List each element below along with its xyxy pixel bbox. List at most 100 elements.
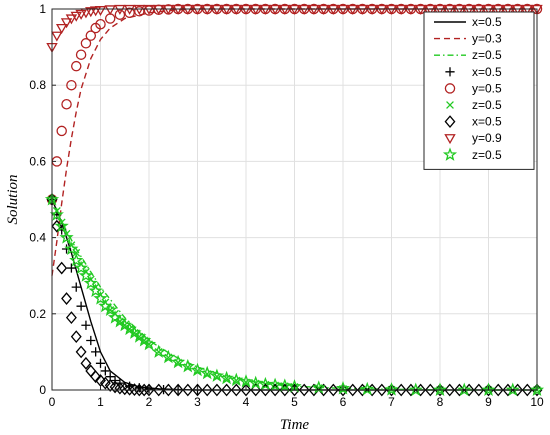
data-point bbox=[531, 4, 543, 15]
data-point bbox=[75, 345, 87, 359]
data-point bbox=[209, 368, 224, 382]
data-point bbox=[481, 382, 496, 397]
data-point bbox=[346, 4, 359, 15]
data-point bbox=[529, 382, 545, 397]
data-point bbox=[71, 282, 81, 292]
y-tick-label: 0 bbox=[39, 383, 46, 397]
data-point bbox=[229, 372, 244, 387]
data-point bbox=[95, 374, 106, 387]
data-point bbox=[444, 383, 456, 397]
data-point bbox=[180, 358, 195, 373]
data-point bbox=[335, 381, 351, 395]
series-markers-7 bbox=[46, 4, 543, 54]
data-point bbox=[182, 4, 194, 15]
y-tick-label: 0.6 bbox=[29, 154, 46, 168]
data-point bbox=[366, 4, 378, 15]
data-point bbox=[473, 4, 485, 15]
data-point bbox=[492, 4, 504, 15]
x-tick-label: 2 bbox=[146, 395, 153, 409]
data-point bbox=[75, 9, 87, 20]
legend-swatch bbox=[446, 101, 454, 109]
data-point bbox=[104, 379, 116, 392]
data-point bbox=[211, 383, 223, 397]
data-point bbox=[162, 4, 175, 15]
data-point bbox=[384, 382, 399, 396]
data-point bbox=[182, 383, 194, 397]
data-point bbox=[75, 49, 87, 60]
data-point bbox=[104, 13, 116, 24]
data-point bbox=[162, 383, 174, 397]
data-point bbox=[88, 283, 103, 297]
data-point bbox=[408, 382, 423, 397]
data-point bbox=[395, 383, 407, 397]
data-point bbox=[104, 5, 116, 16]
data-point bbox=[123, 4, 136, 15]
y-tick-label: 0.2 bbox=[29, 307, 46, 321]
data-point bbox=[221, 383, 233, 397]
data-point bbox=[69, 252, 84, 267]
data-point bbox=[143, 383, 155, 397]
data-point bbox=[70, 330, 82, 344]
data-point bbox=[414, 4, 427, 15]
data-point bbox=[337, 4, 349, 15]
data-point bbox=[100, 366, 110, 376]
data-point bbox=[200, 365, 215, 380]
series-line-1 bbox=[51, 8, 537, 276]
legend-swatch bbox=[445, 67, 455, 77]
data-point bbox=[133, 383, 145, 397]
series-markers-8 bbox=[44, 192, 545, 397]
data-point bbox=[269, 4, 281, 15]
data-point bbox=[80, 38, 92, 49]
data-point bbox=[230, 4, 243, 15]
data-point bbox=[85, 30, 97, 41]
data-point bbox=[457, 382, 472, 397]
data-point bbox=[94, 6, 107, 17]
data-point bbox=[56, 125, 67, 137]
y-axis-label: Solution bbox=[5, 174, 21, 224]
data-point bbox=[65, 311, 77, 325]
data-point bbox=[376, 383, 388, 397]
data-point bbox=[151, 344, 166, 358]
data-point bbox=[64, 241, 79, 256]
data-point bbox=[219, 370, 234, 385]
data-point bbox=[93, 291, 108, 305]
x-tick-label: 5 bbox=[291, 395, 298, 409]
data-point bbox=[74, 260, 89, 275]
data-point bbox=[453, 4, 466, 15]
data-point bbox=[327, 4, 340, 15]
data-point bbox=[434, 4, 446, 15]
data-point bbox=[347, 383, 359, 397]
data-point bbox=[201, 383, 213, 397]
axis-ticks: 0 1 2 3 4 5 6 7 8 9 10 0 0.2 0.4 0.6 0.8 1 bbox=[29, 2, 544, 409]
data-point bbox=[385, 4, 398, 15]
x-tick-label: 3 bbox=[194, 395, 201, 409]
x-tick-label: 6 bbox=[340, 395, 347, 409]
data-point bbox=[298, 383, 310, 397]
data-point bbox=[502, 4, 514, 15]
data-point bbox=[78, 268, 94, 282]
data-point bbox=[61, 244, 72, 254]
x-tick-label: 10 bbox=[530, 395, 544, 409]
data-point bbox=[482, 4, 495, 15]
data-point bbox=[220, 4, 233, 15]
x-tick-label: 8 bbox=[437, 395, 444, 409]
legend-entry-label: x=0.5 bbox=[472, 15, 502, 29]
data-point bbox=[95, 18, 106, 30]
data-point bbox=[70, 11, 82, 22]
data-point bbox=[103, 302, 118, 317]
data-point bbox=[268, 377, 283, 392]
data-point bbox=[65, 14, 78, 25]
data-point bbox=[172, 383, 184, 397]
data-point bbox=[211, 4, 223, 15]
data-point bbox=[143, 4, 155, 15]
data-point bbox=[161, 349, 176, 364]
data-point bbox=[60, 18, 73, 29]
data-point bbox=[114, 9, 126, 20]
data-point bbox=[395, 4, 407, 15]
data-point bbox=[230, 383, 242, 397]
data-point bbox=[124, 7, 135, 19]
legend-entry-label: z=0.5 bbox=[472, 48, 502, 62]
data-point bbox=[356, 4, 369, 15]
x-axis-label: Time bbox=[280, 417, 310, 433]
